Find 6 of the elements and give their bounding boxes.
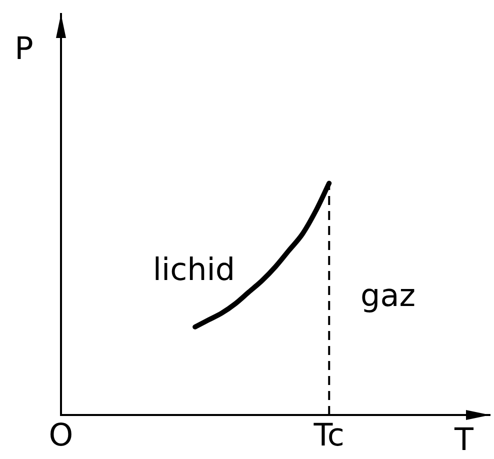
x-axis-title: T xyxy=(454,422,475,458)
x-tick-label: O xyxy=(48,418,74,454)
annotation: lichid xyxy=(152,252,236,288)
x-tick-label: Tc xyxy=(312,418,344,454)
annotation: gaz xyxy=(360,278,416,314)
y-axis-title: P xyxy=(14,31,34,68)
